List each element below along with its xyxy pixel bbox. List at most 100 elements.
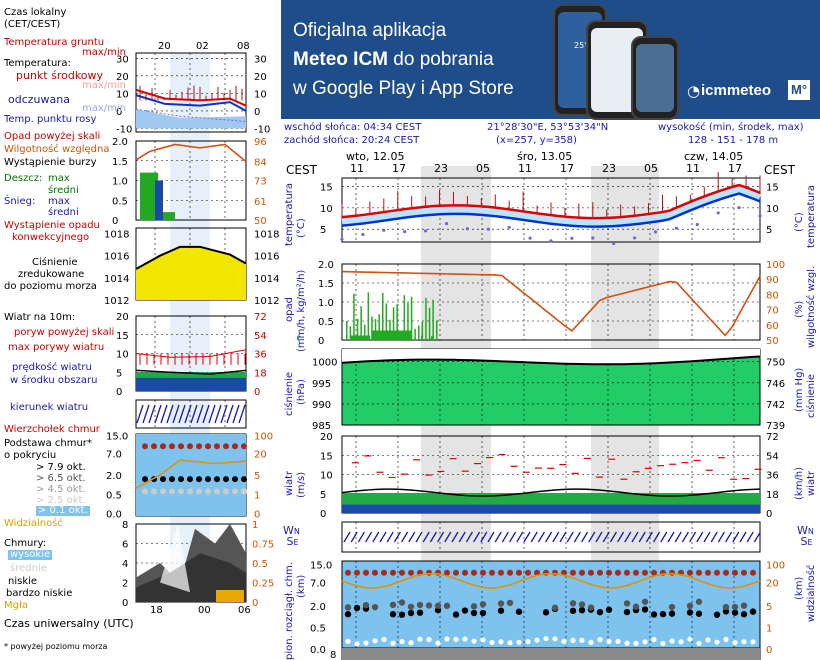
hour-tick-05: 05	[476, 163, 490, 174]
cloud-base-dot	[480, 610, 486, 616]
humid-tick: 80	[766, 290, 779, 301]
cloud-base-dot	[390, 611, 396, 617]
cloud-base-dot	[588, 640, 593, 645]
sunrise-text: wschód słońca: 04:34 CEST	[284, 123, 421, 133]
legend-cloud-base-dot	[160, 476, 166, 482]
legend-cloud-base-dot	[160, 488, 166, 494]
dew-point-dot	[758, 214, 761, 217]
legend-cloud-top-dot	[205, 443, 211, 449]
app-promo-banner[interactable]: Oficjalna aplikacja Meteo ICM do pobrani…	[281, 0, 820, 119]
cloud-base-dot	[489, 640, 494, 645]
cloud-base-dot	[606, 639, 611, 644]
humid-tick: 100	[766, 260, 785, 271]
precip-tick: 0	[318, 336, 324, 347]
cloud-base-dot	[561, 639, 566, 644]
icm-logo-icon: ◔	[687, 84, 700, 99]
cloud-base-1: Podstawa chmur*	[4, 439, 92, 449]
snow-max: max	[48, 197, 70, 207]
banner-line-2: Meteo ICM do pobrania	[293, 49, 494, 71]
vis-tick: 0	[766, 645, 772, 656]
elevation-values: 128 - 151 - 178 m	[688, 136, 778, 146]
cloud-top-dot	[480, 570, 486, 576]
legend-cloud-base-dot	[232, 476, 238, 482]
press-tick: 985	[312, 421, 331, 432]
wind-arrow	[582, 532, 588, 542]
precip-above-label: Opad powyżej skali	[4, 132, 100, 142]
pressure-label-2: zredukowane	[18, 270, 84, 280]
wind-arrow	[697, 532, 703, 542]
wind-arrow	[711, 532, 717, 542]
cloud-axis-unit: (km)	[296, 575, 307, 598]
legend-press-tick-r: 1014	[254, 274, 279, 285]
coordinates-text: 21°28'30"E, 53°53'34"N	[487, 123, 608, 133]
precip-tick: 1.0	[318, 298, 334, 309]
cloud-top-dot	[462, 570, 468, 576]
cloud-top-dot	[372, 570, 378, 576]
dew-point-dot	[424, 229, 427, 232]
legend-wind-tick: 0	[116, 387, 122, 398]
wind-axis-unit-r: (km/h)	[794, 467, 805, 500]
cloud-top-dot	[732, 570, 738, 576]
meteo-m-logo: M°	[788, 80, 810, 100]
hour-tick-11: 11	[518, 163, 532, 174]
legend-press-tick: 1012	[104, 296, 129, 307]
temp-axis-label-r: temperatura	[806, 185, 817, 248]
cloud-base-dot	[624, 641, 629, 646]
wind-arrow	[387, 532, 393, 542]
wind-arrow	[495, 532, 501, 542]
rain-max-bar	[414, 329, 416, 340]
rain-max-bar	[368, 292, 370, 340]
legend-cloud-base-dot	[232, 488, 238, 494]
temp-axis-unit-r: (°C)	[794, 212, 805, 232]
cloud-base-dot	[624, 609, 630, 615]
legend-cloud-top-dot	[151, 443, 157, 449]
legend-cloud-top-dot	[196, 443, 202, 449]
dew-point-dot	[738, 206, 741, 209]
banner-line-1: Oficjalna aplikacja	[293, 20, 446, 42]
legend-cloud-top-dot	[214, 443, 220, 449]
cloud-top-dot	[381, 570, 387, 576]
rain-max-bar	[429, 308, 431, 340]
dew-point-dot	[508, 226, 511, 229]
midpoint-sub: max/min	[82, 81, 126, 91]
cloud-base-dot	[435, 640, 440, 645]
dew-point-dot	[549, 239, 552, 242]
cloud-base-dot	[390, 641, 395, 646]
legend-cov-tick: 6	[122, 540, 128, 551]
legend-cloud-base-dot	[223, 488, 229, 494]
snow-label: Śnieg:	[4, 197, 35, 207]
legend-cloud-base-dot	[187, 488, 193, 494]
dew-point-dot	[340, 238, 343, 241]
cloud-base-dot	[642, 639, 647, 644]
cloud-top-dot	[669, 570, 675, 576]
cloud-base-dot	[552, 605, 558, 611]
vis-tick: 100	[766, 561, 785, 572]
dew-point-dot	[403, 230, 406, 233]
rain-max-bar	[353, 294, 355, 340]
humid-tick: 60	[766, 321, 779, 332]
legend-precip-tick: 0	[112, 216, 118, 227]
cloud-base-dot	[480, 601, 486, 607]
legend-cloud-base-dot	[241, 476, 247, 482]
cloud-base-dot	[714, 612, 720, 618]
legend-wind-tick-r: 54	[254, 331, 267, 342]
okt-5: > 0.1 okt.	[36, 506, 90, 516]
vis-axis-label: widzialność	[806, 565, 817, 622]
cloud-base-dot	[660, 611, 666, 617]
legend-precip-tick: 1.0	[112, 177, 128, 188]
cloud-base-dot	[408, 640, 413, 645]
cloud-base-dot	[660, 641, 665, 646]
hour-tick-17: 17	[728, 163, 742, 174]
cloud-base-dot	[507, 600, 513, 606]
wind-axis-label: wiatr	[284, 471, 295, 496]
legend-cloud-base-dot	[169, 476, 175, 482]
wind-arrow	[740, 532, 746, 542]
cloud-base-dot	[444, 603, 450, 609]
cloud-base-dot	[471, 638, 476, 643]
cloud-base-dot	[444, 636, 449, 641]
legend-cloud-base-dot	[205, 476, 211, 482]
legend-cov-tick: 2	[122, 579, 128, 590]
wind-arrow	[553, 532, 559, 542]
press-axis-unit: (hPa)	[296, 379, 307, 405]
legend-cloud-base-dot	[214, 476, 220, 482]
